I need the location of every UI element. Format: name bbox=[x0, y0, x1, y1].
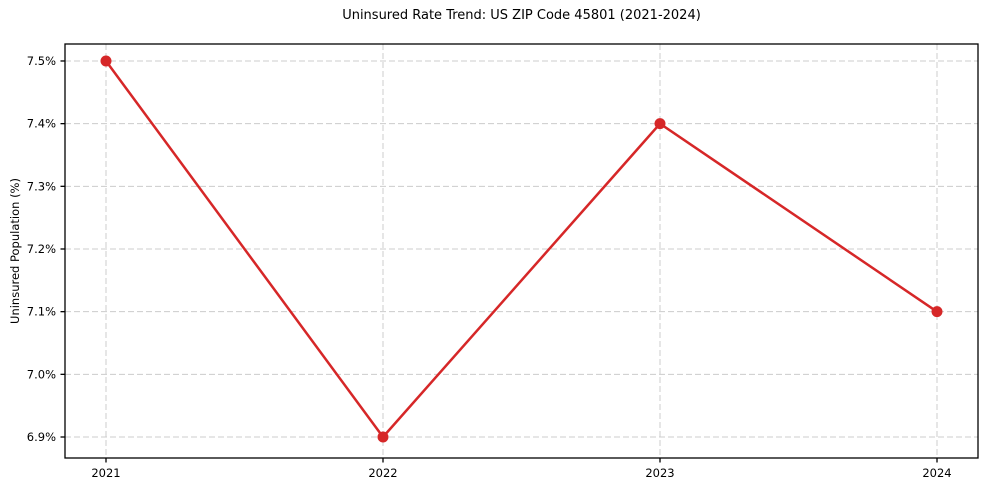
x-tick-label: 2023 bbox=[645, 466, 674, 480]
plot-border bbox=[64, 43, 979, 459]
y-tick-label: 7.5% bbox=[27, 54, 56, 68]
y-tick-label: 7.1% bbox=[27, 305, 56, 319]
y-tick-label: 7.0% bbox=[27, 367, 56, 381]
chart-title: Uninsured Rate Trend: US ZIP Code 45801 … bbox=[342, 8, 701, 23]
y-tick-label: 7.2% bbox=[27, 242, 56, 256]
x-tick-label: 2022 bbox=[368, 466, 397, 480]
data-point-marker bbox=[654, 118, 666, 130]
data-point-marker bbox=[100, 55, 112, 67]
data-point-marker bbox=[931, 306, 943, 318]
y-tick-label: 6.9% bbox=[27, 430, 56, 444]
data-point-marker bbox=[377, 431, 389, 443]
data-line bbox=[104, 59, 939, 439]
x-tick-label: 2021 bbox=[91, 466, 120, 480]
x-tick-label: 2024 bbox=[922, 466, 951, 480]
y-tick-label: 7.3% bbox=[27, 179, 56, 193]
y-tick-label: 7.4% bbox=[27, 117, 56, 131]
